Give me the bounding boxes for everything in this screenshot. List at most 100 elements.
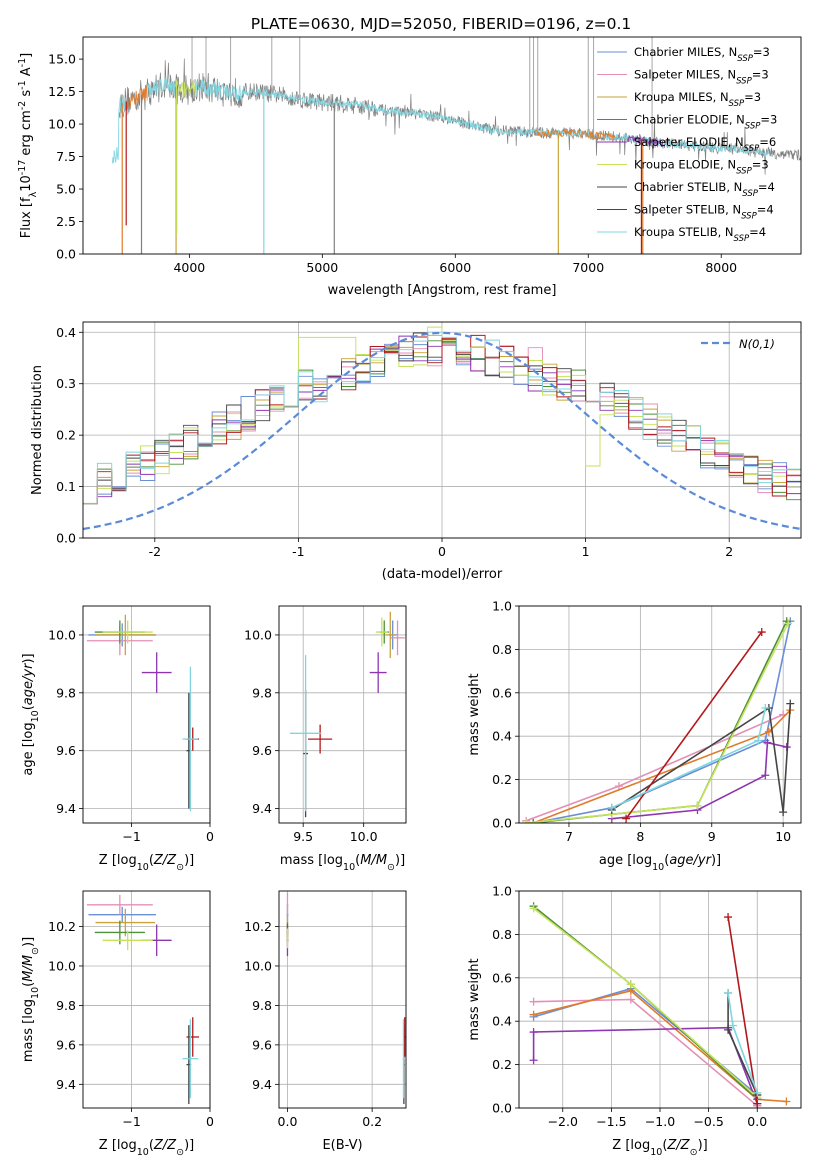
grid — [279, 606, 406, 823]
x-tick-label: 9 — [708, 829, 716, 844]
y-tick-label: 0.2 — [492, 772, 512, 787]
label-part: age [log — [21, 722, 36, 775]
y-axis-label: mass weight — [467, 673, 482, 755]
y-tick-label: 0.8 — [492, 927, 512, 942]
mass-weight-line — [533, 998, 758, 1107]
x-tick-label: 0 — [206, 829, 214, 844]
legend-sub: SSP — [742, 189, 758, 199]
label-part: -1 — [17, 58, 28, 67]
label-part: )] — [395, 853, 405, 868]
label-part: ( — [149, 853, 154, 868]
label-part: ⊙ — [176, 1147, 184, 1158]
axes-overlay: −1 0 9.4 9.6 9.8 10.0 10.2 — [48, 890, 214, 1129]
legend-label: Salpeter ELODIE, NSSP=6 — [634, 135, 776, 154]
y-tick-label: 0.2 — [56, 428, 76, 443]
model-spectrum — [146, 78, 177, 101]
mass-weight-marker — [784, 619, 793, 628]
x-tick-label: 1 — [582, 544, 590, 559]
x-axis-label: E(B-V) — [322, 1138, 362, 1153]
y-tick-label: 0.2 — [492, 1057, 512, 1072]
mass-weight-line — [533, 989, 787, 1103]
label-part: mass weight — [467, 958, 482, 1040]
axes-frame — [82, 605, 211, 824]
figure-title: PLATE=0630, MJD=52050, FIBERID=0196, z=0… — [251, 15, 632, 33]
label-part: A — [19, 67, 34, 80]
x-tick-label: −1.5 — [596, 1114, 626, 1129]
x-axis-label: Z [log10(Z/Z⊙)] — [99, 853, 194, 873]
legend-value: =4 — [757, 203, 774, 217]
gaussian-curve — [83, 331, 801, 531]
x-tick-label: 4000 — [173, 260, 205, 275]
label-part: 10 — [30, 987, 41, 999]
grid — [519, 890, 801, 1109]
axes-frame — [82, 890, 211, 1109]
y-tick-label: 9.8 — [252, 685, 272, 700]
label-part: Z [log — [99, 1138, 137, 1153]
legend-label: Kroupa MILES, NSSP=3 — [634, 90, 761, 109]
y-tick-label: 0.1 — [56, 479, 76, 494]
plot-area — [86, 614, 200, 812]
label-part: ( — [21, 982, 36, 987]
label-part: Z/Z — [153, 1138, 177, 1153]
y-axis-label: Flux [fλ10-17 erg cm-2 s-1 A-1] — [17, 53, 39, 238]
label-part: ⊙ — [30, 947, 41, 955]
age-vs-metallicity-panel: −1 09.49.69.810.0Z [log10(Z/Z⊙)]age [log1… — [21, 605, 214, 873]
axes-frame — [278, 605, 407, 824]
grid — [279, 891, 406, 1108]
mass-weight-marker — [757, 628, 766, 637]
y-tick-label: 10.0 — [48, 627, 76, 642]
axes-overlay: 9.5 10.0 9.4 9.6 9.8 10.0 — [244, 605, 407, 844]
legend-value: =3 — [752, 158, 769, 172]
x-tick-label: −2.0 — [548, 1114, 578, 1129]
mass-weight-marker — [614, 782, 623, 791]
y-axis-label: mass [log10(M/M⊙)] — [21, 937, 41, 1062]
mass-weight-marker — [693, 801, 702, 810]
x-tick-label: −1 — [122, 829, 140, 844]
label-part: ⊙ — [690, 1147, 698, 1158]
model-spectrum — [627, 134, 664, 148]
x-tick-label: 0.0 — [278, 1114, 298, 1129]
model-spectrum — [111, 95, 126, 164]
legend-label: Salpeter STELIB, NSSP=4 — [634, 203, 774, 222]
label-part: age/yr — [669, 853, 712, 868]
model-spectrum — [195, 79, 771, 158]
legend-value: =6 — [759, 135, 776, 149]
x-tick-label: 7 — [565, 829, 573, 844]
mass-weight-line — [611, 703, 792, 813]
label-part: -17 — [17, 160, 28, 176]
x-tick-label: 7000 — [572, 260, 604, 275]
mass-weight-marker — [724, 988, 733, 997]
age-vs-mass-panel: 9.5 10.0 9.4 9.6 9.8 10.0 mass [log10(M/M⊙)] — [244, 605, 407, 873]
label-part: M/M — [360, 853, 387, 868]
label-part: ⊙ — [387, 862, 395, 873]
legend-value: =3 — [753, 45, 770, 59]
x-tick-label: 0.2 — [362, 1114, 382, 1129]
mass-weight-line — [625, 631, 763, 820]
legend-sub: SSP — [729, 99, 745, 109]
x-tick-label: −0.5 — [693, 1114, 723, 1129]
x-tick-label: -1 — [292, 544, 304, 559]
y-tick-label: 0.3 — [56, 376, 76, 391]
mass-weight-marker — [607, 803, 616, 812]
axes-overlay: −1 0 9.4 9.6 9.8 10.0 — [48, 605, 214, 844]
mass-weight-line — [526, 623, 789, 823]
legend-name: Kroupa MILES, N — [634, 90, 729, 104]
y-tick-label: 0.4 — [492, 729, 512, 744]
x-axis-label: (data-model)/error — [382, 567, 503, 582]
label-part: age/yr — [21, 662, 36, 705]
residual-histogram-panel: -2 -1 0 1 2 0.0 0.1 0.2 0.3 0.4 N(0,1) (data-model)… — [30, 321, 802, 582]
x-tick-label: 8000 — [705, 260, 737, 275]
x-axis-label: Z [log10(Z/Z⊙)] — [99, 1138, 194, 1158]
model-spectrum — [534, 128, 616, 140]
y-tick-label: 9.4 — [56, 801, 76, 816]
x-tick-label: 5000 — [306, 260, 338, 275]
mass-weight-marker — [782, 1097, 791, 1106]
legend-value: =3 — [752, 68, 769, 82]
x-tick-label: 0.0 — [747, 1114, 767, 1129]
axes-overlay: 0.0 0.2 9.4 9.6 9.8 10.0 10.2 — [244, 890, 407, 1129]
legend-sub: SSP — [741, 212, 757, 222]
residual-histogram — [83, 331, 801, 504]
y-tick-label: 0.4 — [56, 325, 76, 340]
mass-weight-marker — [753, 1099, 762, 1108]
